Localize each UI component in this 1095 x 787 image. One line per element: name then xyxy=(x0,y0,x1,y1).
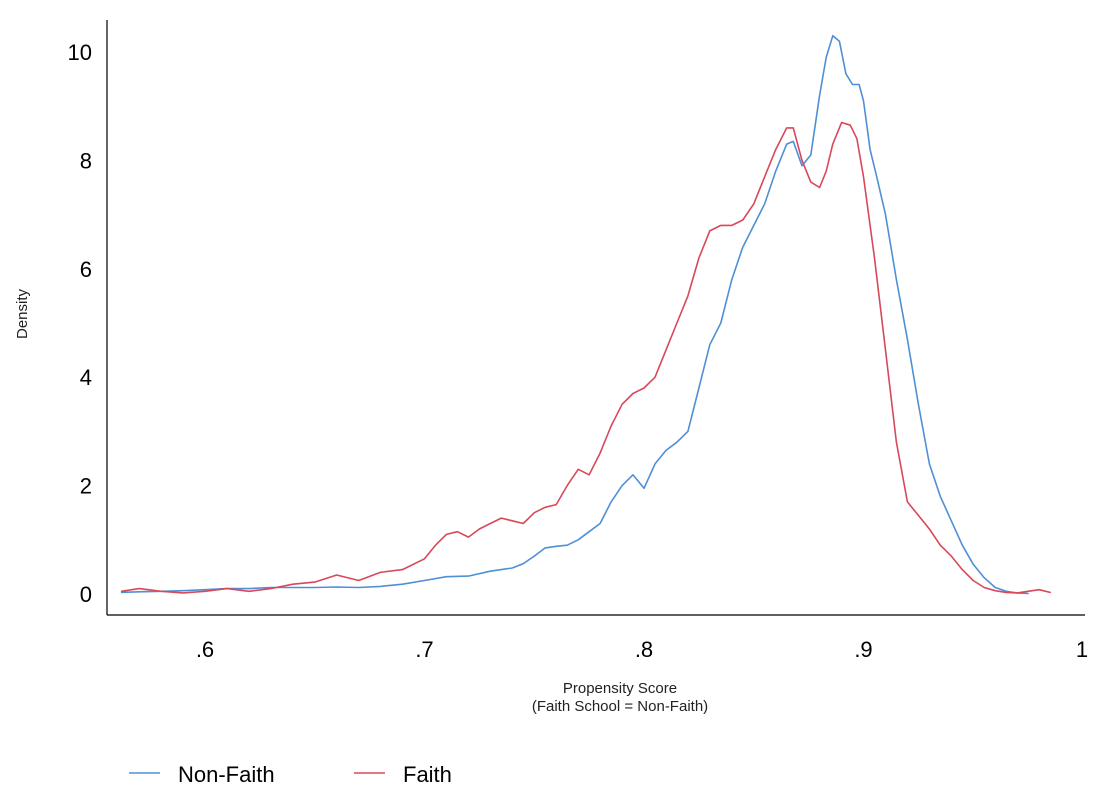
y-tick-label: 8 xyxy=(80,148,92,173)
series-line-faith xyxy=(120,121,1051,594)
series-line-non-faith xyxy=(120,34,1029,595)
y-axis-title: Density xyxy=(14,288,31,339)
x-axis-subtitle: (Faith School = Non-Faith) xyxy=(532,698,708,715)
y-tick-label: 6 xyxy=(80,257,92,282)
x-tick-label: .7 xyxy=(415,637,433,662)
x-tick-labels: .6 .7 .8 .9 1 xyxy=(196,637,1088,662)
x-tick-label: .6 xyxy=(196,637,214,662)
legend: Non-Faith Faith xyxy=(129,762,452,787)
y-tick-label: 0 xyxy=(80,582,92,607)
y-tick-labels: 0 2 4 6 8 10 xyxy=(68,40,92,607)
legend-item-non-faith: Non-Faith xyxy=(129,762,275,787)
y-tick-label: 10 xyxy=(68,40,92,65)
legend-item-faith: Faith xyxy=(354,762,452,787)
legend-label-non-faith: Non-Faith xyxy=(178,762,275,787)
x-tick-label: .8 xyxy=(635,637,653,662)
axes xyxy=(106,20,1085,616)
series-lines xyxy=(120,34,1051,595)
y-tick-label: 2 xyxy=(80,474,92,499)
x-axis-title: Propensity Score xyxy=(563,680,677,697)
legend-label-faith: Faith xyxy=(403,762,452,787)
x-tick-label: 1 xyxy=(1076,637,1088,662)
y-tick-label: 4 xyxy=(80,365,92,390)
x-tick-label: .9 xyxy=(854,637,872,662)
